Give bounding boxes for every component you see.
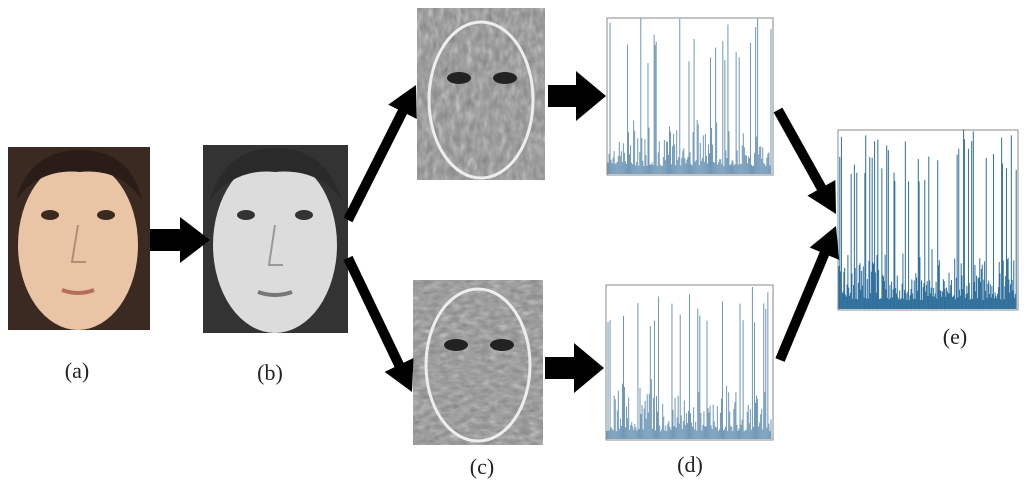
face-photo-gray — [203, 145, 348, 333]
arrow — [775, 226, 839, 362]
arrow — [150, 217, 210, 263]
figure: (a) (b) (c) (d) (e) — [0, 0, 1024, 488]
texture-map-bottom — [413, 280, 543, 445]
panel-label: (c) — [470, 454, 494, 479]
arrow — [344, 85, 417, 222]
panel-label: (d) — [677, 452, 703, 477]
panel-label: (b) — [257, 360, 283, 385]
page: (a) (b) (c) (d) (e) (() => { const data … — [0, 0, 1024, 488]
arrow — [545, 343, 604, 393]
face-photo-color — [8, 147, 150, 330]
panel-label: (e) — [943, 324, 967, 349]
arrow — [774, 108, 836, 214]
panel-label: (a) — [65, 358, 89, 383]
arrow — [343, 256, 413, 392]
arrow — [548, 71, 606, 121]
histogram-frame — [607, 18, 773, 175]
texture-map-top — [417, 8, 545, 180]
